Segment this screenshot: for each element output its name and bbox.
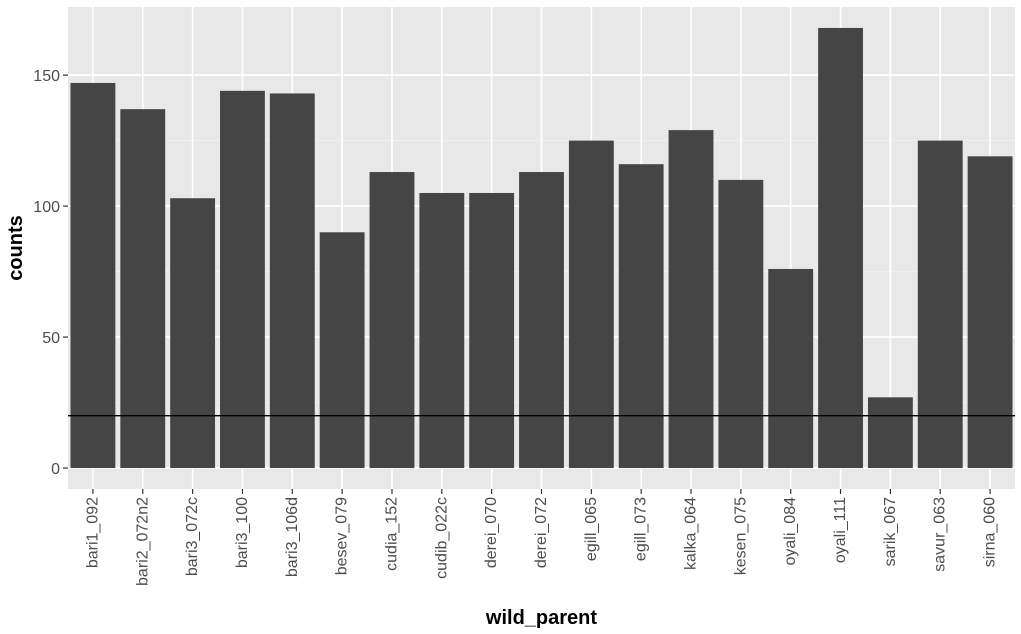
x-tick-label: oyali_111 [832, 497, 849, 563]
bar-bari2_072n2 [120, 109, 166, 469]
bar-sarik_067 [867, 397, 913, 469]
bar-egill_073 [618, 164, 664, 469]
bar-bari3_072c [170, 198, 216, 469]
bars [70, 27, 1013, 469]
bar-oyali_084 [768, 268, 814, 469]
y-axis-title: counts [5, 215, 27, 281]
x-tick-label: derei_070 [483, 497, 500, 568]
bar-derei_070 [469, 192, 515, 469]
x-tick-label: bari3_100 [234, 497, 251, 568]
x-tick-label: kesen_075 [732, 497, 749, 575]
bar-bari3_106d [269, 93, 315, 469]
x-tick-label: savur_063 [932, 497, 949, 572]
x-tick-label: bari1_092 [84, 497, 101, 568]
x-tick-label: cudia_152 [383, 497, 400, 571]
x-tick-label: kalka_064 [683, 497, 700, 570]
x-tick-label: derei_072 [533, 497, 550, 568]
x-axis-title: wild_parent [485, 607, 597, 629]
x-tick-label: egill_065 [583, 497, 600, 561]
y-tick-label: 100 [33, 199, 60, 216]
x-tick-label: bari3_106d [284, 497, 301, 577]
bar-kalka_064 [668, 130, 714, 469]
bar-kesen_075 [718, 179, 764, 469]
x-tick-label: bari3_072c [184, 497, 201, 576]
bar-egill_065 [568, 140, 614, 469]
x-tick-label: oyali_084 [782, 497, 799, 566]
x-tick-label: sarik_067 [882, 497, 899, 566]
bar-besev_079 [319, 232, 365, 469]
y-tick-label: 150 [33, 68, 60, 85]
x-tick-label: egill_073 [633, 497, 650, 561]
x-axis: bari1_092 bari2_072n2 bari3_072c bari3_100 b… [84, 489, 999, 586]
bar-bari1_092 [70, 82, 116, 469]
bar-savur_063 [917, 140, 963, 469]
y-axis: 0 50 100 150 [33, 68, 68, 478]
y-tick-label: 0 [51, 461, 60, 478]
bar-derei_072 [519, 172, 564, 469]
bar-cudib_022c [419, 192, 465, 469]
bar-bari3_100 [220, 90, 265, 469]
x-tick-label: bari2_072n2 [134, 497, 151, 586]
bar-cudia_152 [369, 172, 415, 469]
x-tick-label: cudib_022c [433, 497, 450, 579]
y-tick-label: 50 [42, 330, 60, 347]
bar-sirna_060 [967, 156, 1013, 469]
x-tick-label: besev_079 [334, 497, 351, 575]
x-tick-label: sirna_060 [982, 497, 999, 567]
bar-oyali_111 [818, 27, 863, 469]
